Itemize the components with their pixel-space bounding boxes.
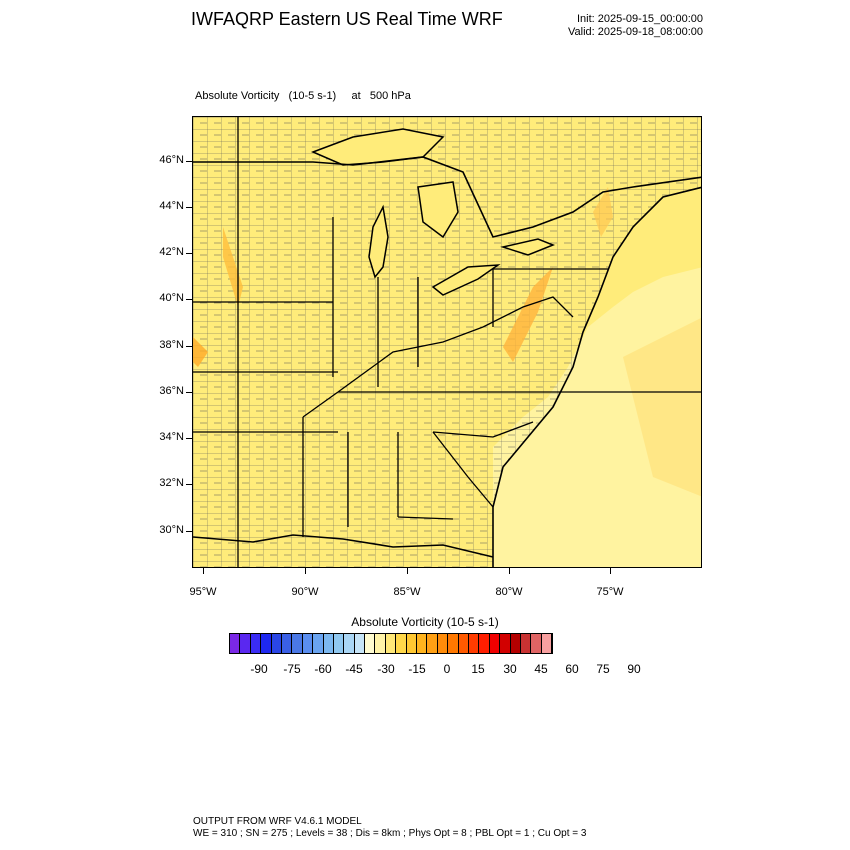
colorbar-swatch [240,634,251,653]
colorbar-swatch [385,634,397,653]
init-time: Init: 2025-09-15_00:00:00 [577,13,703,25]
vort-streak [193,337,208,367]
colorbar-swatch [302,634,314,653]
lon-label: 85°W [393,586,421,598]
colorbar-swatch [479,634,490,653]
gulf-coastline [193,534,494,558]
lat-label: 46°N [159,154,184,166]
model-footer: OUTPUT FROM WRF V4.6.1 MODEL WE = 310 ; … [193,816,586,840]
colorbar-label: 30 [503,662,517,676]
colorbar-swatch [271,634,282,653]
lon-label: 95°W [189,586,217,598]
colorbar-swatch [468,634,480,653]
colorbar-swatch [292,634,303,653]
lat-tick [186,299,192,300]
coastline [492,186,701,567]
colorbar-label: -60 [314,662,332,676]
colorbar-swatch [541,634,553,653]
colorbar-swatch [344,634,355,653]
lat-tick [186,253,192,254]
lat-label: 40°N [159,292,184,304]
lake-ontario [500,238,556,256]
lat-label: 44°N [159,200,184,212]
colorbar-swatch [250,634,262,653]
vort-streak [593,187,613,237]
ocean-vort-band [623,318,701,497]
lon-label: 90°W [291,586,319,598]
field-subtitle: Absolute Vorticity (10-5 s-1) at 500 hPa [195,90,411,102]
colorbar-label: -90 [250,662,268,676]
colorbar-swatch [500,634,511,653]
colorbar-label: 60 [565,662,579,676]
colorbar-swatch [437,634,449,653]
colorbar-swatch [261,634,272,653]
colorbar-label: 90 [627,662,641,676]
colorbar-swatch [396,634,407,653]
colorbar-label: -45 [345,662,363,676]
footer-line-2: WE = 310 ; SN = 275 ; Levels = 38 ; Dis … [193,828,587,839]
lon-tick [407,568,408,574]
lat-tick [186,346,192,347]
lon-tick [305,568,306,574]
lat-tick [186,392,192,393]
lon-tick [610,568,611,574]
colorbar-swatch [354,634,366,653]
county-mesh [193,117,701,567]
vort-streak [503,267,553,362]
colorbar-swatch [323,634,334,653]
colorbar-swatch [531,634,542,653]
lat-tick [186,207,192,208]
colorbar-label: 45 [534,662,548,676]
map-svg [193,117,701,567]
lake-huron [417,181,459,239]
colorbar-swatch [489,634,501,653]
colorbar-swatch [281,634,293,653]
colorbar-swatch [365,634,376,653]
lat-tick [186,531,192,532]
colorbar-swatch [427,634,438,653]
colorbar-swatch [510,634,521,653]
footer-line-1: OUTPUT FROM WRF V4.6.1 MODEL [193,816,362,827]
lake-michigan [368,204,389,279]
canada-border [193,156,701,238]
lat-label: 42°N [159,246,184,258]
colorbar-label: 75 [596,662,610,676]
colorbar-swatch [313,634,324,653]
colorbar-title: Absolute Vorticity (10-5 s-1) [351,615,499,629]
colorbar-swatch [458,634,469,653]
colorbar-swatch [333,634,345,653]
colorbar [229,633,554,654]
init-valid-times: Init: 2025-09-15_00:00:00 Valid: 2025-09… [568,13,703,39]
lake-erie [431,264,501,296]
lon-tick [509,568,510,574]
lon-label: 75°W [596,586,624,598]
colorbar-label: -30 [377,662,395,676]
vorticity-map [192,116,702,568]
colorbar-label: 0 [443,662,451,676]
colorbar-swatch [417,634,428,653]
lat-tick [186,484,192,485]
state-borders [193,117,701,567]
colorbar-label: -75 [283,662,301,676]
colorbar-label: 15 [471,662,485,676]
lat-tick [186,161,192,162]
lon-label: 80°W [495,586,523,598]
lat-label: 32°N [159,477,184,489]
colorbar-swatch [375,634,386,653]
lat-label: 30°N [159,524,184,536]
lat-label: 38°N [159,339,184,351]
ocean-field [493,267,701,567]
lat-label: 36°N [159,385,184,397]
colorbar-swatch [230,634,241,653]
plot-title: IWFAQRP Eastern US Real Time WRF [191,9,503,29]
lat-label: 34°N [159,431,184,443]
colorbar-label: -15 [408,662,426,676]
valid-time: Valid: 2025-09-18_08:00:00 [568,26,703,38]
colorbar-swatch [520,634,532,653]
lon-tick [203,568,204,574]
lat-tick [186,438,192,439]
colorbar-swatch [406,634,418,653]
colorbar-swatch [448,634,459,653]
